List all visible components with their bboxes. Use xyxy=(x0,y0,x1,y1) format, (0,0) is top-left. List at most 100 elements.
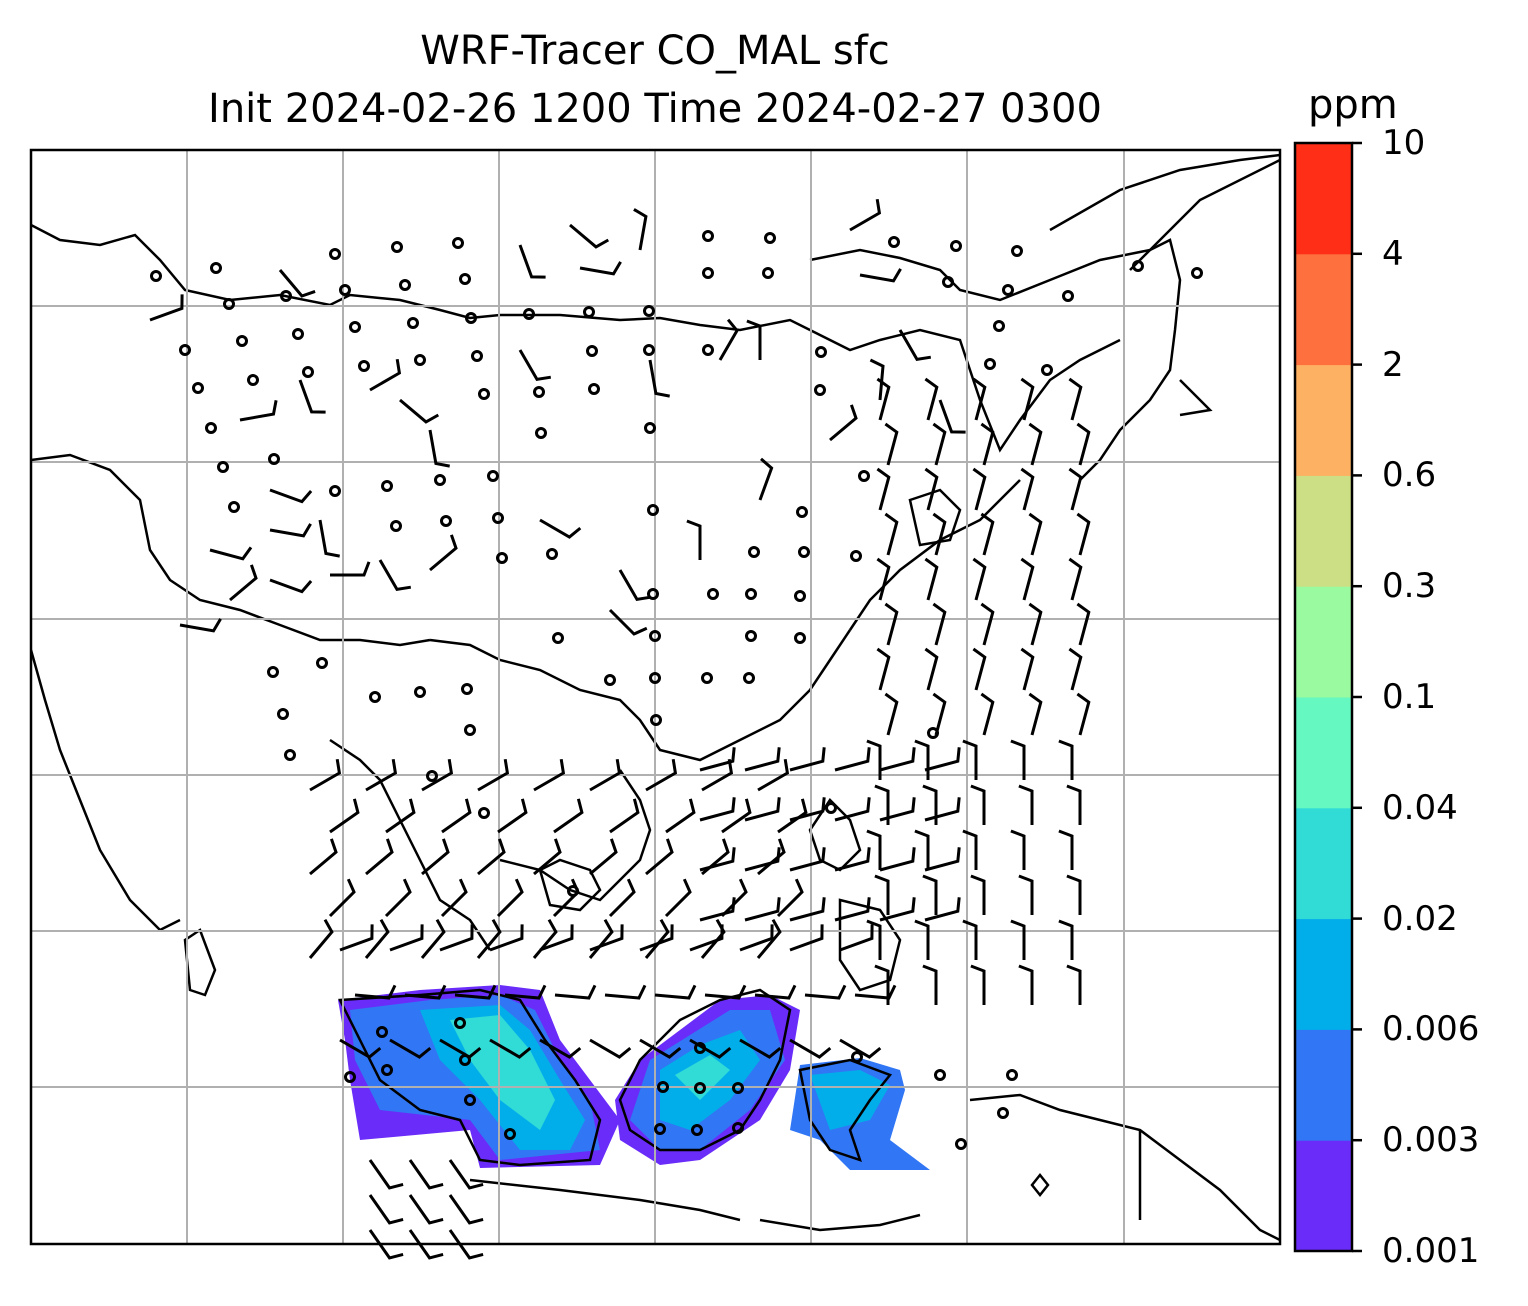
wind-barb xyxy=(938,399,966,434)
wind-barb xyxy=(532,918,558,959)
wind-barb xyxy=(1010,829,1026,870)
calm-wind-circle xyxy=(702,267,714,279)
wind-barb xyxy=(308,918,334,959)
colorbar-segment xyxy=(1295,697,1352,809)
wind-barb xyxy=(368,1159,404,1190)
calm-wind-circle xyxy=(464,1094,476,1106)
calm-wind-circle xyxy=(533,386,545,398)
wind-barb xyxy=(589,1038,632,1059)
calm-wind-circle xyxy=(851,1051,863,1063)
wind-barb xyxy=(972,467,987,511)
colorbar-segment xyxy=(1295,253,1352,366)
wind-barb xyxy=(1010,919,1026,960)
wind-barb xyxy=(699,797,736,822)
colorbar-tick-label: 0.001 xyxy=(1382,1231,1480,1271)
wind-barb xyxy=(448,1194,484,1225)
calm-wind-circle xyxy=(329,485,341,497)
wind-barb xyxy=(970,874,986,915)
calm-wind-circle xyxy=(1002,284,1014,296)
wind-barb xyxy=(789,897,826,922)
wind-barb xyxy=(608,878,636,918)
wind-barb xyxy=(665,798,696,834)
wind-barb xyxy=(554,984,597,1000)
wind-barb xyxy=(924,647,939,691)
wind-barb xyxy=(924,557,939,601)
wind-barb xyxy=(518,349,552,382)
wind-barb xyxy=(454,984,497,1000)
wind-barb xyxy=(700,918,726,959)
wind-barb xyxy=(448,1159,484,1190)
calm-wind-circle xyxy=(993,320,1005,332)
wind-barb xyxy=(1076,692,1091,736)
wind-barb xyxy=(440,878,468,918)
calm-wind-circle xyxy=(452,237,464,249)
calm-wind-circle xyxy=(604,674,616,686)
wind-barb xyxy=(789,1038,832,1059)
wind-barb xyxy=(1020,467,1035,511)
wind-barb xyxy=(879,797,916,822)
wind-barb xyxy=(922,784,938,825)
wind-barb xyxy=(1076,422,1091,466)
calm-wind-circle xyxy=(339,284,351,296)
wind-barb xyxy=(699,897,736,922)
coastlines xyxy=(31,153,1280,1242)
wind-barb xyxy=(686,519,702,560)
wind-barb xyxy=(239,400,278,422)
wind-barb xyxy=(1018,874,1034,915)
calm-wind-circle xyxy=(391,241,403,253)
wind-barb xyxy=(209,546,253,561)
wind-barb xyxy=(756,918,782,959)
wind-barb xyxy=(604,984,647,1000)
wind-barb xyxy=(879,847,916,872)
wind-barb xyxy=(618,569,652,602)
wind-barb xyxy=(385,798,416,834)
calm-wind-circle xyxy=(586,345,598,357)
wind-barb xyxy=(1028,422,1043,466)
wind-barb xyxy=(1066,784,1082,825)
wind-barb xyxy=(746,319,762,360)
wind-barb xyxy=(699,747,736,772)
colorbar-segment xyxy=(1295,586,1352,698)
wind-barb xyxy=(579,261,622,276)
calm-wind-circle xyxy=(277,708,289,720)
wind-barb xyxy=(497,798,528,834)
wind-barb xyxy=(639,1038,682,1059)
calm-wind-circle xyxy=(702,230,714,242)
calm-wind-circle xyxy=(745,588,757,600)
calm-wind-circle xyxy=(454,1017,466,1029)
calm-wind-circle xyxy=(349,321,361,333)
calm-wind-circle xyxy=(702,344,714,356)
wind-barb xyxy=(1058,829,1074,870)
wind-barb xyxy=(404,984,447,1000)
wind-barb xyxy=(924,377,939,421)
wind-barb xyxy=(874,784,890,825)
calm-wind-circle xyxy=(414,686,426,698)
colorbar-segment xyxy=(1295,1140,1352,1252)
wind-barb xyxy=(608,608,648,636)
colorbar-tick-label: 0.003 xyxy=(1382,1120,1480,1161)
calm-wind-circle xyxy=(762,267,774,279)
wind-barb xyxy=(972,647,987,691)
calm-wind-circle xyxy=(492,512,504,524)
colorbar-segment xyxy=(1295,143,1352,255)
wind-barb xyxy=(1068,467,1083,511)
calm-wind-circle xyxy=(942,276,954,288)
calm-wind-circle xyxy=(179,344,191,356)
wind-barb xyxy=(269,578,313,594)
calm-wind-circle xyxy=(192,382,204,394)
wind-barb xyxy=(1018,784,1034,825)
calm-wind-circle xyxy=(743,672,755,684)
wind-barb xyxy=(1018,964,1034,1005)
calm-wind-circle xyxy=(1132,260,1144,272)
wind-barb xyxy=(922,874,938,915)
wind-barb xyxy=(962,919,978,960)
wind-barb xyxy=(789,847,826,872)
wind-barb xyxy=(1028,602,1043,646)
wind-barb xyxy=(1020,557,1035,601)
wind-barb xyxy=(924,747,961,772)
calm-wind-circle xyxy=(407,317,419,329)
calm-wind-circle xyxy=(745,630,757,642)
wind-barb xyxy=(309,758,342,792)
tracer-plume-sumatra xyxy=(338,985,620,1168)
wind-barb xyxy=(539,1038,582,1059)
